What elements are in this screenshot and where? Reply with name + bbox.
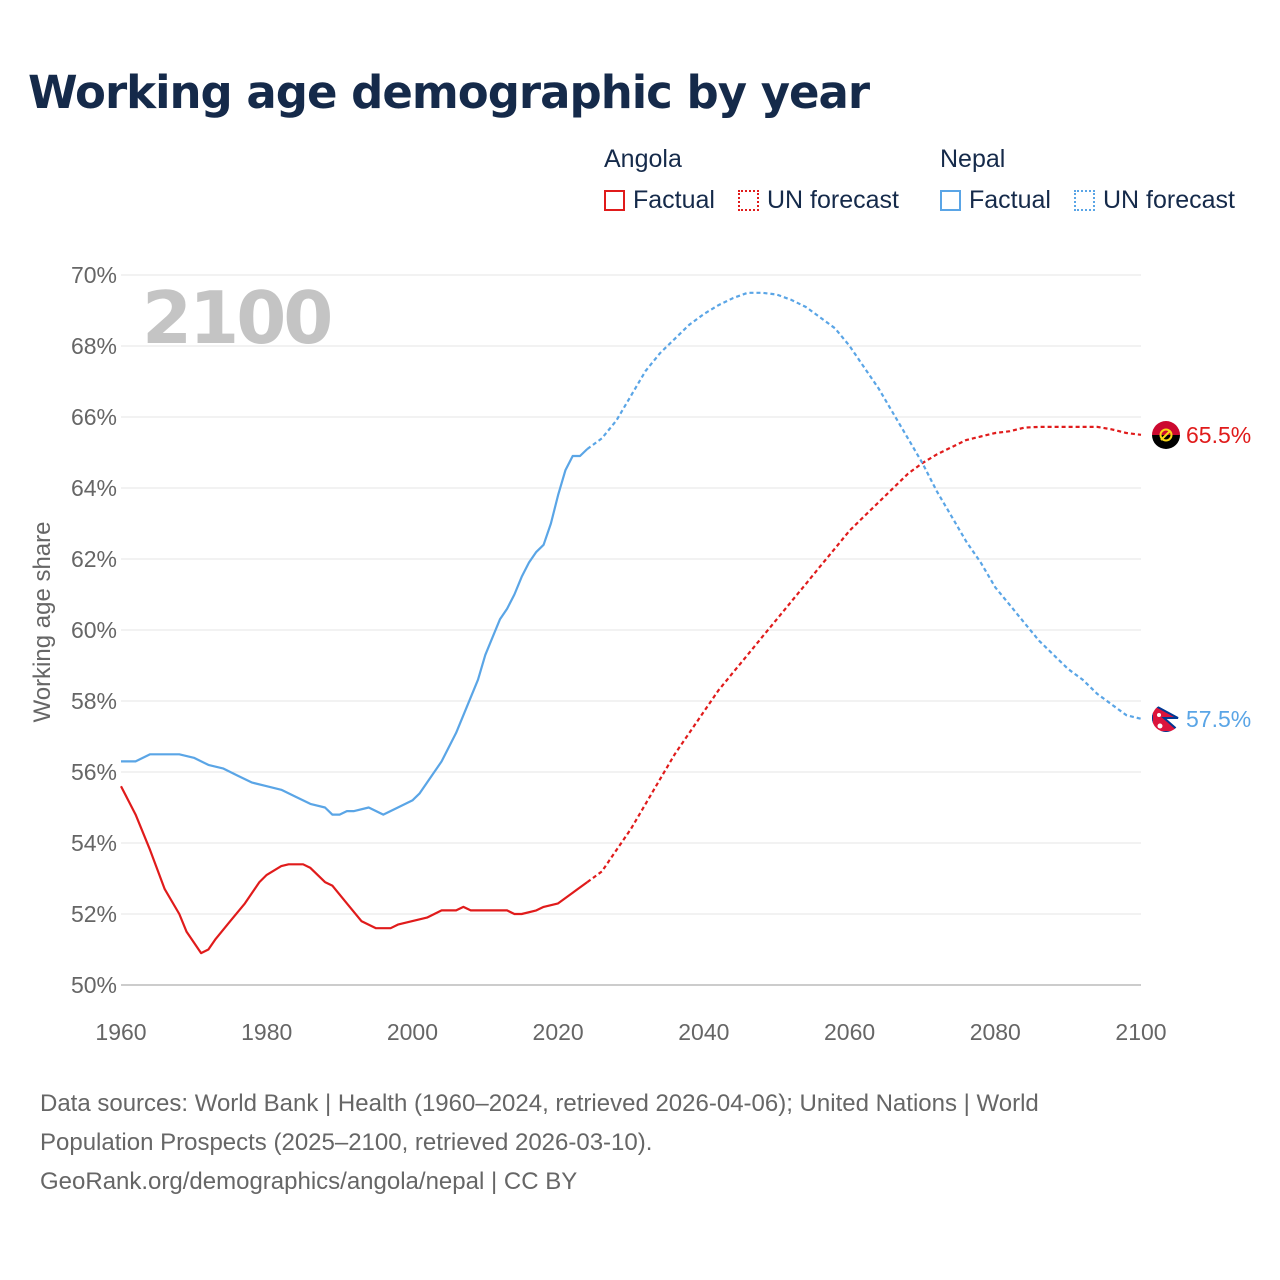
legend-label: UN forecast: [767, 186, 899, 214]
x-tick-label: 1980: [241, 1019, 292, 1045]
y-tick-label: 66%: [71, 404, 117, 430]
x-tick-label: 2020: [533, 1019, 584, 1045]
footer-sources-line2: Population Prospects (2025–2100, retriev…: [40, 1129, 653, 1156]
x-tick-label: 2040: [678, 1019, 729, 1045]
y-tick-label: 58%: [71, 688, 117, 714]
year-label: 2100: [142, 276, 330, 360]
angola-flag-icon: [1152, 421, 1180, 449]
legend-angola-forecast[interactable]: UN forecast: [738, 186, 899, 215]
series-line-nepal-factual: [121, 448, 589, 816]
series-line-nepal-forecast: [586, 291, 1142, 720]
nepal-flag-icon: [1152, 704, 1180, 732]
y-tick-label: 62%: [71, 546, 117, 572]
y-tick-label: 50%: [71, 972, 117, 998]
y-tick-label: 52%: [71, 901, 117, 927]
legend-label: UN forecast: [1103, 186, 1235, 214]
legend-group-nepal: Nepal: [940, 145, 1006, 173]
series-line-angola-forecast: [586, 425, 1142, 883]
series: 65.5% 57.5%: [120, 291, 1251, 955]
y-tick-label: 64%: [71, 475, 117, 501]
series-line-angola-factual: [120, 785, 588, 955]
y-tick-label: 56%: [71, 759, 117, 785]
legend-swatch-nepal-forecast: [1074, 190, 1095, 211]
legend-swatch-angola-factual: [604, 190, 625, 211]
chart-area: 50% 52% 54% 56% 58% 60% 62% 64% 66% 68% 70% 1960 198…: [29, 262, 1251, 1045]
y-tick-label: 68%: [71, 333, 117, 359]
legend-label: Factual: [969, 186, 1051, 214]
x-tick-label: 2080: [970, 1019, 1021, 1045]
legend-nepal-factual[interactable]: Factual: [940, 186, 1051, 215]
legend-group-angola: Angola: [604, 145, 682, 173]
gridlines: [121, 274, 1141, 986]
footer-credit[interactable]: GeoRank.org/demographics/angola/nepal | …: [40, 1168, 578, 1195]
chart-title: Working age demographic by year: [28, 66, 870, 119]
end-label-nepal: 57.5%: [1186, 706, 1251, 732]
legend-nepal-forecast[interactable]: UN forecast: [1074, 186, 1235, 215]
x-tick-label: 1960: [95, 1019, 146, 1045]
footer-sources-line1: Data sources: World Bank | Health (1960–…: [40, 1090, 1039, 1117]
legend-label: Factual: [633, 186, 715, 214]
end-label-angola: 65.5%: [1186, 422, 1251, 448]
x-tick-label: 2000: [387, 1019, 438, 1045]
y-axis-title: Working age share: [29, 522, 56, 723]
x-tick-label: 2060: [824, 1019, 875, 1045]
y-tick-label: 60%: [71, 617, 117, 643]
x-tick-label: 2100: [1115, 1019, 1166, 1045]
y-tick-label: 54%: [71, 830, 117, 856]
legend-angola-factual[interactable]: Factual: [604, 186, 715, 215]
legend-swatch-angola-forecast: [738, 190, 759, 211]
y-tick-label: 70%: [71, 262, 117, 288]
axes: 50% 52% 54% 56% 58% 60% 62% 64% 66% 68% 70% 1960 198…: [71, 262, 1167, 1045]
legend-swatch-nepal-factual: [940, 190, 961, 211]
